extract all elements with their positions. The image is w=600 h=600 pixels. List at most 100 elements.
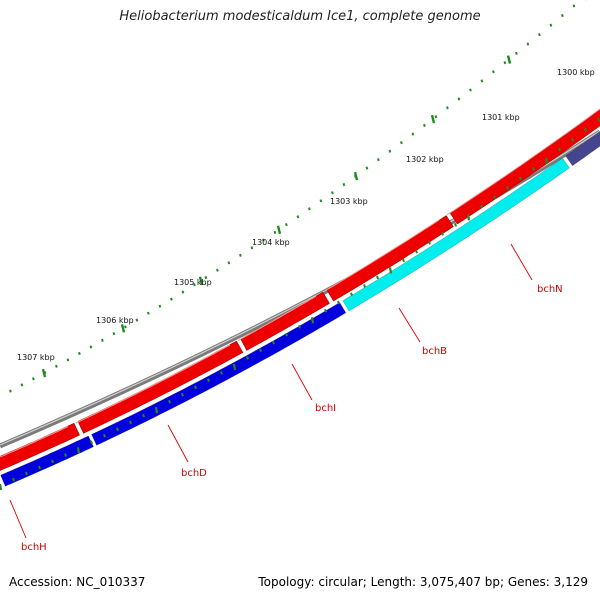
- forward-cds-2: [77, 340, 244, 434]
- scale-label: 1306 kbp: [96, 316, 134, 325]
- major-tick: [41, 368, 47, 378]
- minor-tick: [388, 149, 392, 153]
- inner-minor-tick: [571, 137, 574, 142]
- inner-minor-tick: [259, 348, 262, 353]
- inner-minor-tick: [558, 147, 561, 152]
- inner-major-tick: [0, 483, 3, 491]
- inner-major-tick: [310, 317, 315, 324]
- inner-minor-tick: [103, 433, 106, 438]
- inner-major-tick: [544, 157, 549, 164]
- minor-tick: [170, 297, 173, 301]
- inner-minor-tick: [493, 195, 496, 200]
- minor-tick: [147, 311, 150, 315]
- scale-label: 1305 kbp: [174, 278, 212, 287]
- minor-tick: [480, 79, 484, 83]
- leader-line-bchI: [291, 363, 313, 401]
- minor-tick: [181, 290, 185, 294]
- scale-label: 1303 kbp: [330, 197, 368, 206]
- minor-tick: [561, 14, 564, 18]
- scale-label: 1304 kbp: [252, 238, 290, 247]
- minor-tick: [538, 33, 541, 37]
- minor-tick: [285, 223, 288, 227]
- forward-cds-highlight: [323, 219, 440, 292]
- minor-tick: [78, 351, 81, 355]
- minor-tick: [193, 283, 196, 287]
- leader-line-bchH: [9, 499, 27, 539]
- major-tick: [120, 324, 126, 333]
- figure-title: Heliobacterium modesticaldum Ice1, compl…: [119, 9, 481, 24]
- inner-minor-tick: [25, 471, 28, 476]
- scale-ruler: 1300 kbp 1301 kbp 1302 kbp 1303 kbp 1304 kbp…: [9, 0, 595, 393]
- inner-minor-tick: [428, 240, 431, 245]
- minor-tick: [457, 97, 461, 101]
- inner-minor-tick: [181, 392, 184, 397]
- leader-line-bchB: [398, 307, 421, 343]
- minor-tick: [319, 199, 323, 203]
- inner-tick-row: [0, 118, 600, 491]
- inner-minor-tick: [415, 249, 418, 254]
- inner-major-tick: [388, 267, 393, 274]
- gene-block-bchD: [91, 302, 347, 446]
- minor-tick: [572, 4, 576, 8]
- accession-text: Accession: NC_010337: [9, 575, 146, 589]
- inner-minor-tick: [64, 453, 67, 457]
- forward-cds-1: [0, 422, 80, 471]
- minor-tick: [469, 88, 472, 92]
- gene-label-bchH: bchH: [21, 542, 47, 553]
- leader-line-bchN: [510, 243, 533, 281]
- minor-tick: [296, 215, 300, 219]
- inner-minor-tick: [90, 440, 93, 445]
- inner-minor-tick: [116, 427, 119, 431]
- leader-line-bchD: [167, 424, 189, 463]
- minor-tick: [262, 238, 265, 242]
- major-tick: [353, 171, 359, 181]
- minor-tick: [331, 191, 334, 195]
- minor-tick: [308, 207, 311, 211]
- inner-minor-tick: [480, 204, 483, 209]
- forward-cds-highlight: [237, 295, 317, 341]
- major-tick: [506, 55, 512, 64]
- inner-minor-tick: [506, 186, 509, 190]
- minor-tick: [204, 276, 208, 280]
- minor-tick: [342, 183, 346, 187]
- minor-tick: [135, 318, 139, 322]
- gene-labels: bchH bchD bchI bchB bchN: [9, 243, 563, 553]
- gene-label-bchN: bchN: [537, 284, 563, 295]
- minor-tick: [239, 253, 242, 257]
- minor-tick: [492, 70, 495, 74]
- minor-tick: [20, 383, 24, 387]
- inner-major-tick: [232, 363, 237, 371]
- gene-block-bchN: [565, 130, 600, 167]
- minor-tick: [9, 389, 12, 393]
- major-tick: [430, 114, 436, 124]
- minor-tick: [101, 338, 104, 342]
- minor-tick: [227, 261, 231, 265]
- minor-tick: [503, 61, 507, 65]
- genome-stats-text: Topology: circular; Length: 3,075,407 bp…: [258, 575, 588, 589]
- minor-tick: [124, 325, 127, 329]
- inner-minor-tick: [272, 340, 275, 345]
- minor-tick: [377, 158, 380, 162]
- inner-minor-tick: [597, 118, 600, 122]
- minor-tick: [273, 230, 277, 234]
- gene-label-bchI: bchI: [315, 403, 336, 414]
- gene-block-bchH: [0, 435, 94, 487]
- inner-minor-tick: [454, 223, 457, 227]
- forward-cds-highlight: [0, 426, 69, 458]
- minor-tick: [158, 304, 162, 308]
- inner-minor-tick: [584, 128, 587, 132]
- minor-tick: [446, 106, 449, 110]
- scale-label: 1307 kbp: [17, 353, 55, 362]
- scale-label: 1302 kbp: [406, 155, 444, 164]
- inner-minor-tick: [246, 356, 249, 360]
- minor-tick: [423, 123, 426, 127]
- inner-minor-tick: [129, 420, 132, 425]
- minor-tick: [32, 377, 35, 381]
- inner-minor-tick: [532, 167, 535, 171]
- inner-minor-tick: [441, 232, 444, 236]
- inner-minor-tick: [12, 477, 15, 482]
- inner-minor-tick: [285, 332, 288, 337]
- minor-tick: [411, 132, 415, 136]
- inner-minor-tick: [376, 275, 379, 280]
